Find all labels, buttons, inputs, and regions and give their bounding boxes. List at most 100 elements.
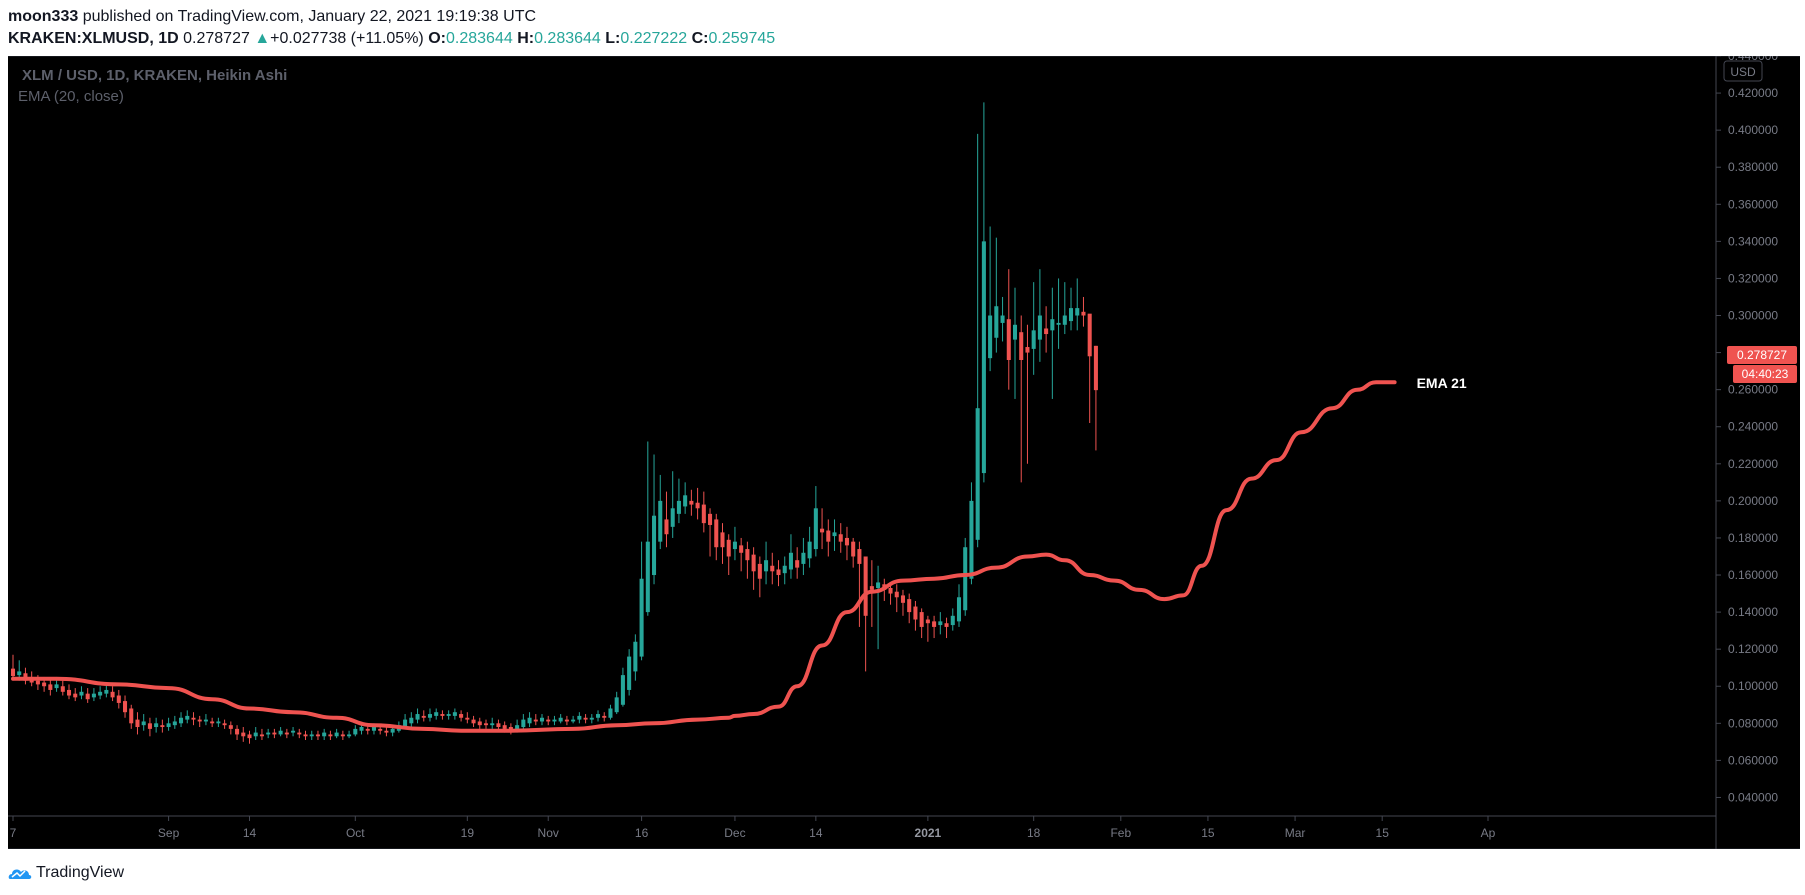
tradingview-footer[interactable]: TradingView (8, 862, 124, 884)
candle-body (166, 723, 171, 728)
candle-body (888, 588, 893, 594)
candle (427, 708, 433, 722)
candle-body (571, 719, 576, 722)
candle (421, 710, 426, 722)
candle-body (216, 721, 221, 724)
author-name[interactable]: moon333 (8, 8, 79, 25)
countdown-value: 04:40:23 (1742, 367, 1789, 381)
time-tick-label: Feb (1110, 826, 1131, 840)
candle (708, 508, 713, 557)
currency-box[interactable] (1723, 60, 1763, 82)
candle-body (322, 732, 327, 737)
candle-body (645, 541, 650, 613)
candle-body (371, 727, 376, 731)
candle-body (1068, 308, 1074, 322)
candle (415, 708, 420, 724)
candle-body (203, 719, 208, 722)
candle-body (527, 717, 532, 724)
candle (384, 727, 389, 737)
candle (141, 714, 146, 731)
candle-body (602, 715, 607, 718)
candle-body (950, 615, 955, 626)
candle (129, 704, 134, 729)
indicator-legend[interactable]: EMA (20, close) (18, 88, 124, 105)
candle-body (832, 532, 837, 537)
candle-body (1000, 315, 1005, 323)
candle (1081, 296, 1086, 327)
candle (932, 615, 937, 639)
candle (851, 537, 856, 568)
candle-body (253, 732, 258, 737)
price-tick-label: 0.220000 (1728, 457, 1778, 471)
time-axis[interactable]: 7 Sep 14 Oct 19 Nov 16 Dec 14 2021 18 Feb 15 Mar 15 Ap (10, 816, 1496, 840)
candle-body (427, 714, 433, 718)
candle (409, 712, 414, 728)
candle (1068, 287, 1074, 331)
candle (938, 612, 943, 635)
candle (788, 534, 793, 579)
candle-body (788, 552, 793, 570)
candle (446, 710, 451, 720)
low-value: 0.227222 (620, 30, 688, 47)
candle (602, 712, 607, 722)
candle (826, 519, 831, 557)
candle (583, 714, 588, 724)
candle (1056, 278, 1061, 349)
candle-body (452, 712, 457, 716)
candle (907, 593, 912, 624)
candle (297, 728, 302, 739)
candle-body (129, 708, 134, 724)
candle-body (340, 734, 345, 737)
ema-line (11, 380, 1397, 733)
candle-body (633, 641, 638, 672)
candle-body (776, 569, 781, 576)
candle-body (266, 732, 271, 735)
countdown-tag (1733, 364, 1797, 383)
candle-body (347, 734, 352, 737)
candle (185, 710, 190, 724)
candle-body (813, 508, 818, 550)
candle-body (191, 717, 196, 720)
candle (172, 715, 177, 729)
candle-body (658, 500, 663, 542)
series-legend[interactable]: XLM / USD, 1D, KRAKEN, Heikin Ashi (22, 67, 287, 84)
candle-body (745, 549, 750, 561)
price-tick-label: 0.120000 (1728, 642, 1778, 656)
candle (913, 600, 918, 631)
candle (838, 523, 843, 553)
candle (440, 710, 445, 720)
up-arrow-icon: ▲ (254, 30, 271, 47)
time-tick-label: Ap (1481, 826, 1496, 840)
candle (110, 686, 115, 702)
price-tick-label: 0.260000 (1728, 383, 1778, 397)
candle-body (577, 715, 582, 720)
candle-body (291, 730, 296, 733)
candle-body (894, 591, 899, 598)
candle (552, 715, 557, 726)
candle-body (652, 515, 657, 576)
candle (123, 695, 128, 718)
candle-body (390, 728, 395, 733)
candle-body (938, 621, 943, 626)
candle-body (676, 500, 681, 514)
price-tick-label: 0.080000 (1728, 716, 1778, 730)
candle-body (54, 684, 59, 689)
candle-body (863, 556, 868, 616)
candle-body (720, 532, 725, 548)
candle-body (558, 717, 563, 722)
candle (658, 474, 663, 550)
candle-body (944, 623, 949, 627)
candle-body (403, 719, 408, 728)
candle (577, 712, 582, 724)
candle-body (154, 723, 159, 728)
candle (689, 489, 694, 516)
candle-body (297, 732, 302, 735)
price-tick-label: 0.360000 (1728, 197, 1778, 211)
candle (645, 441, 650, 616)
candle (807, 526, 812, 568)
candle-body (378, 728, 383, 731)
chart-panel[interactable]: 0.040000 0.060000 0.080000 0.100000 0.120000… (8, 56, 1800, 849)
candle-body (459, 714, 464, 718)
chart-svg[interactable]: 0.040000 0.060000 0.080000 0.100000 0.120000… (8, 56, 1800, 849)
candle-body (627, 656, 632, 690)
